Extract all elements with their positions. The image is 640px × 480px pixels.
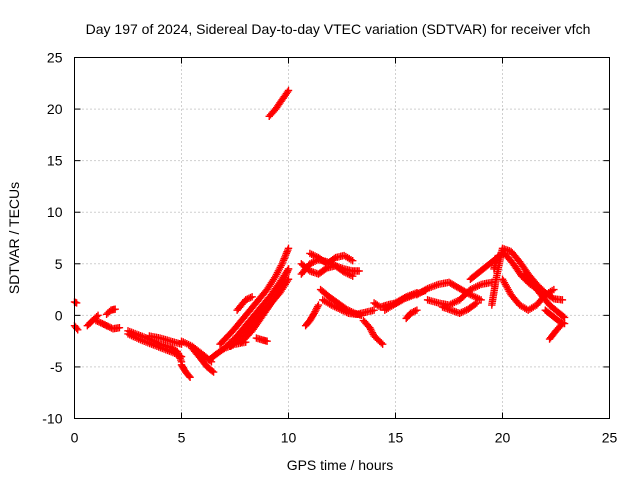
data-point-marker bbox=[477, 296, 485, 304]
data-point-marker bbox=[186, 373, 194, 381]
y-tick-label: 5 bbox=[55, 256, 63, 272]
data-point-marker bbox=[314, 301, 323, 309]
data-points bbox=[70, 86, 569, 381]
data-point-marker bbox=[370, 306, 378, 314]
x-axis-ticks: 0 5 10 15 20 25 bbox=[71, 57, 618, 446]
data-point-marker bbox=[355, 267, 363, 275]
data-point-marker bbox=[284, 265, 293, 273]
x-axis-label: GPS time / hours bbox=[287, 457, 394, 473]
data-point-marker bbox=[177, 352, 186, 361]
data-point-marker bbox=[559, 312, 567, 321]
data-point-marker bbox=[550, 285, 558, 294]
data-point-marker bbox=[74, 326, 82, 334]
x-tick-label: 15 bbox=[388, 430, 404, 446]
y-tick-label: -10 bbox=[42, 411, 62, 427]
y-tick-label: 0 bbox=[55, 307, 63, 323]
y-tick-label: -5 bbox=[50, 359, 63, 375]
x-tick-label: 20 bbox=[495, 430, 511, 446]
data-point-marker bbox=[208, 367, 217, 375]
x-tick-label: 5 bbox=[178, 430, 186, 446]
plot-frame bbox=[74, 57, 610, 419]
data-point-marker bbox=[558, 319, 567, 328]
chart-title: Day 197 of 2024, Sidereal Day-to-day VTE… bbox=[86, 21, 591, 37]
y-tick-label: 20 bbox=[47, 101, 63, 117]
data-point-marker bbox=[413, 306, 421, 314]
y-axis-label: SDTVAR / TECUs bbox=[6, 182, 22, 294]
y-axis-ticks: -10 -5 0 5 10 15 20 25 bbox=[42, 50, 610, 427]
data-point-marker bbox=[473, 299, 481, 307]
data-point-marker bbox=[284, 86, 293, 95]
data-point-marker bbox=[349, 272, 357, 280]
data-point-marker bbox=[111, 305, 119, 313]
x-tick-label: 25 bbox=[602, 430, 618, 446]
x-tick-label: 0 bbox=[71, 430, 79, 446]
data-point-marker bbox=[185, 372, 193, 380]
y-tick-label: 25 bbox=[47, 50, 63, 66]
y-tick-label: 10 bbox=[47, 204, 63, 220]
data-point-marker bbox=[378, 340, 387, 348]
data-point-marker bbox=[349, 256, 357, 265]
data-point-marker bbox=[209, 368, 218, 376]
data-point-marker bbox=[263, 337, 271, 345]
data-point-marker bbox=[248, 293, 256, 301]
grid-lines bbox=[74, 57, 610, 419]
data-point-marker bbox=[94, 311, 102, 320]
data-point-marker bbox=[558, 296, 567, 304]
data-point-marker bbox=[560, 313, 569, 322]
data-point-marker bbox=[284, 244, 293, 253]
x-tick-label: 10 bbox=[281, 430, 297, 446]
y-tick-label: 15 bbox=[47, 153, 63, 169]
data-point-marker bbox=[115, 324, 124, 332]
